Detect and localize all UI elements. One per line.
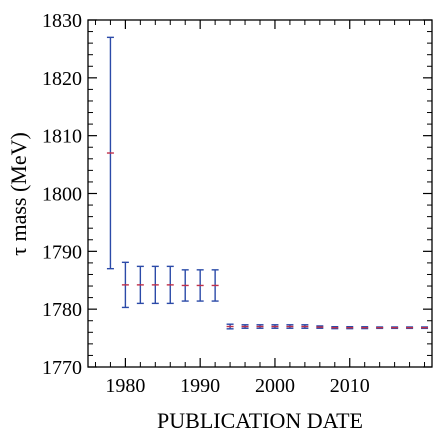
data-point — [256, 324, 264, 329]
data-points — [106, 36, 429, 330]
data-point — [271, 324, 279, 329]
plot-frame — [87, 19, 433, 368]
data-point — [181, 269, 189, 302]
y-tick-label: 1820 — [42, 68, 82, 90]
x-tick-label: 2000 — [255, 375, 295, 397]
data-point — [421, 326, 429, 330]
y-tick-label: 1800 — [42, 184, 82, 206]
x-axis-ticks: 1980 1990 2000 2010 — [94, 20, 426, 397]
data-point — [226, 323, 234, 330]
x-tick-label: 1990 — [180, 375, 220, 397]
data-point — [301, 324, 309, 329]
data-point — [166, 265, 174, 305]
data-point — [361, 326, 369, 330]
x-tick-label: 2010 — [330, 375, 370, 397]
x-axis-title: PUBLICATION DATE — [157, 408, 363, 433]
y-axis-ticks: 1770 1780 1790 1800 1810 1820 1830 — [42, 10, 432, 379]
data-point — [286, 324, 294, 329]
data-point — [406, 326, 414, 330]
data-point — [136, 265, 144, 305]
y-tick-label: 1780 — [42, 299, 82, 321]
y-tick-label: 1790 — [42, 241, 82, 263]
x-tick-label: 1980 — [105, 375, 145, 397]
y-axis-title: τ mass (MeV) — [6, 132, 31, 256]
data-point — [346, 325, 354, 330]
y-tick-label: 1770 — [42, 357, 82, 379]
data-point — [391, 326, 399, 330]
data-point — [151, 265, 159, 305]
data-point — [241, 324, 249, 329]
data-point — [376, 326, 384, 330]
data-point — [106, 36, 114, 270]
data-point — [196, 269, 204, 302]
data-point — [121, 261, 129, 309]
data-point — [316, 325, 324, 329]
y-tick-label: 1830 — [42, 10, 82, 32]
data-point — [331, 325, 339, 330]
y-tick-label: 1810 — [42, 126, 82, 148]
data-point — [211, 269, 219, 302]
